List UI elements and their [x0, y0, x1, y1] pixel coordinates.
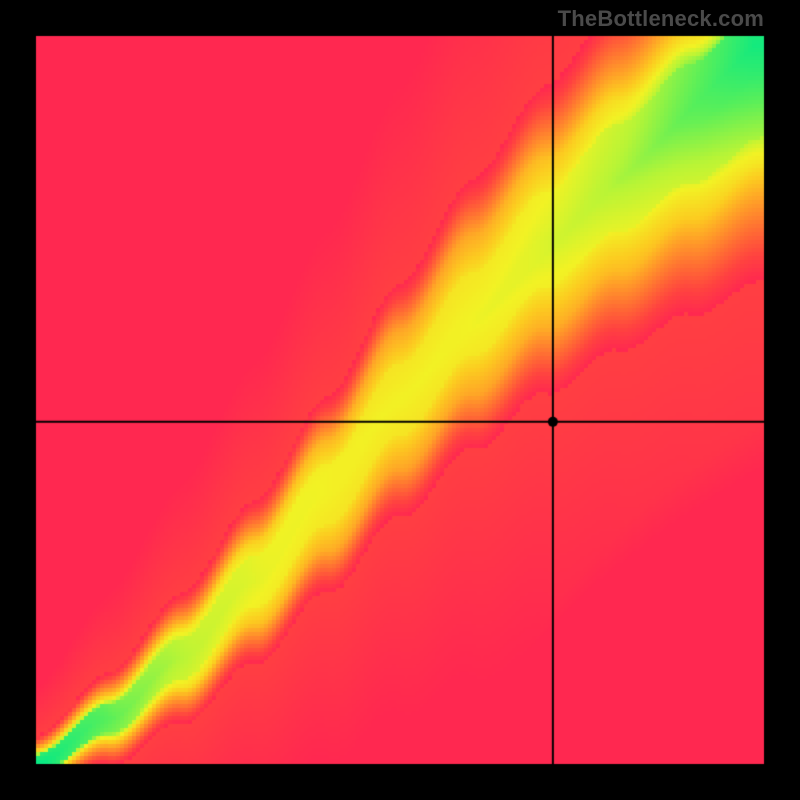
bottleneck-heatmap: [0, 0, 800, 800]
watermark-text: TheBottleneck.com: [558, 6, 764, 32]
